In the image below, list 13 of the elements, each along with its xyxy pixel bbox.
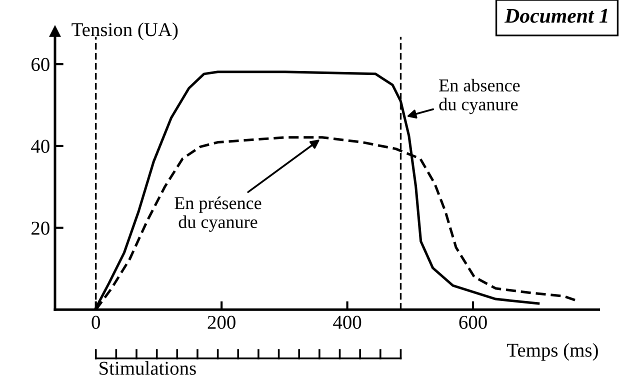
- x-tick-label: 400: [333, 316, 362, 329]
- y-tick-label: 20: [32, 222, 50, 235]
- text: Stimulations: [100, 361, 196, 375]
- y-tick-label: 60: [32, 58, 50, 72]
- x-tick-label: 200: [208, 316, 236, 329]
- annotation: En présence du cyanure: [174, 196, 262, 232]
- y-tick-label: 40: [31, 140, 50, 153]
- x-tick-label: 600: [459, 316, 487, 329]
- x-tick-label: 0: [92, 316, 100, 329]
- annotation: En absence du cyanure: [439, 78, 520, 114]
- x-axis-title: Temps (ms): [507, 343, 598, 361]
- y-axis-title: Tension (UA): [72, 22, 178, 40]
- chart-title: Document 1: [504, 8, 608, 23]
